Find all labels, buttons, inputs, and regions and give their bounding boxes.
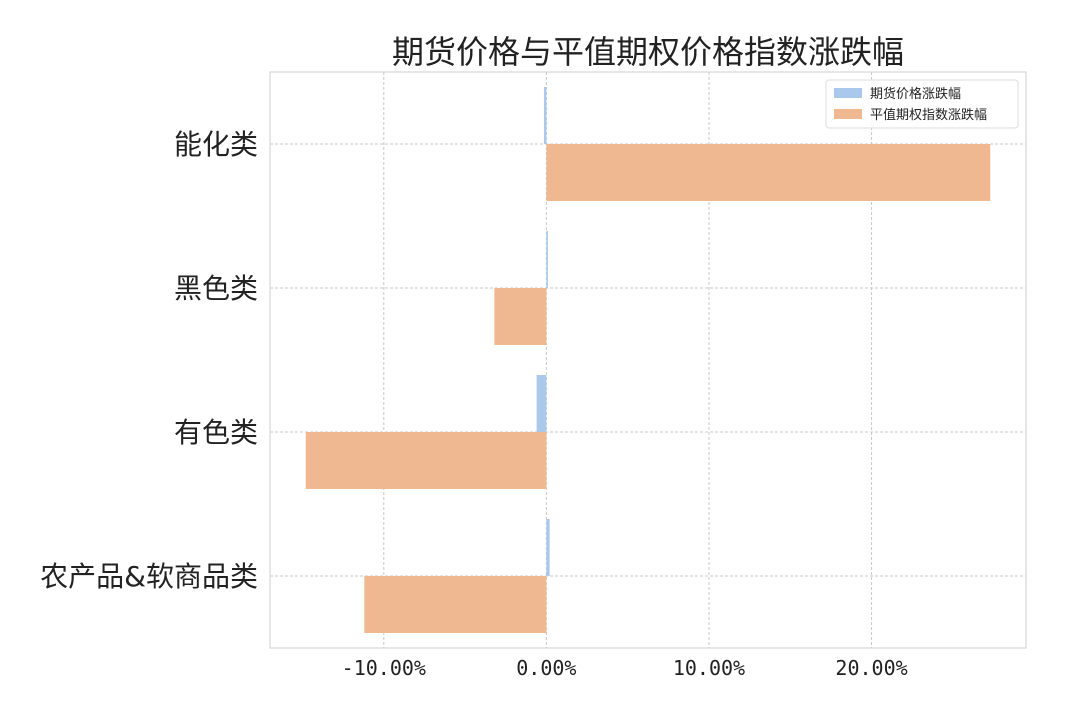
bar-futures-2 — [536, 375, 547, 432]
category-label: 农产品&软商品类 — [40, 560, 258, 593]
legend-swatch-futures — [834, 88, 862, 98]
x-tick-label: 10.00% — [673, 656, 745, 680]
bar-options-2 — [305, 432, 547, 489]
legend: 期货价格涨跌幅 平值期权指数涨跌幅 — [825, 79, 1019, 129]
bar-options-0 — [546, 144, 991, 201]
x-tick-label: 20.00% — [835, 656, 907, 680]
x-tick-label: -10.00% — [342, 656, 426, 680]
legend-swatch-options — [834, 109, 862, 119]
bars-layer — [305, 87, 991, 633]
category-label: 有色类 — [174, 416, 258, 449]
legend-label-options: 平值期权指数涨跌幅 — [870, 107, 987, 123]
legend-box — [825, 79, 1019, 129]
bar-futures-1 — [546, 231, 548, 288]
legend-label-futures: 期货价格涨跌幅 — [870, 86, 961, 102]
category-label: 黑色类 — [174, 272, 258, 305]
x-tick-label: 0.00% — [516, 656, 576, 680]
category-label: 能化类 — [174, 128, 258, 161]
bar-options-3 — [364, 576, 547, 633]
x-tick-labels: -10.00% 0.00% 10.00% 20.00% — [342, 656, 908, 680]
chart-title: 期货价格与平值期权价格指数涨跌幅 — [392, 33, 904, 71]
bar-futures-0 — [543, 87, 547, 144]
bar-futures-3 — [546, 519, 550, 576]
bar-options-1 — [494, 288, 547, 345]
plot-frame — [269, 71, 1027, 649]
